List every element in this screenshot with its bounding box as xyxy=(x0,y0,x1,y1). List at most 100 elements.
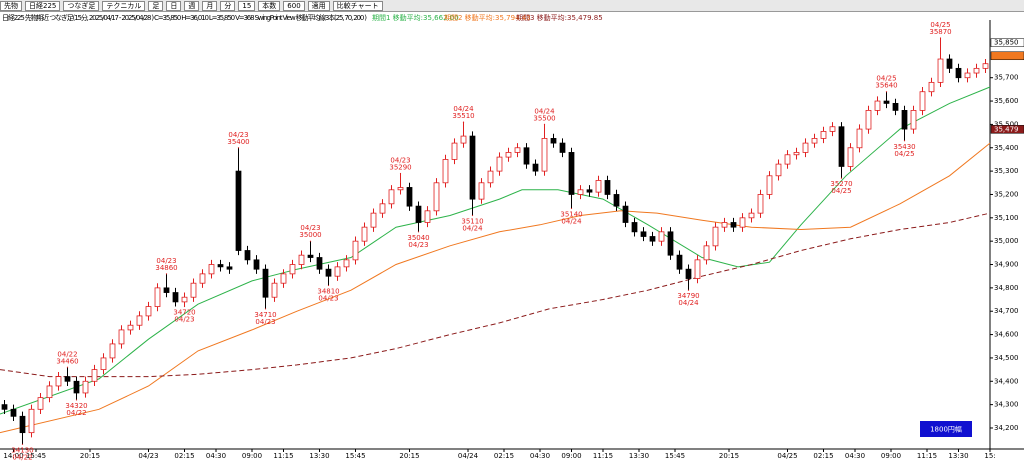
candle-body xyxy=(523,147,530,165)
toolbar-button[interactable]: 日経225 xyxy=(25,0,61,11)
candle-body xyxy=(568,152,575,195)
swing-price: 35500 xyxy=(533,114,555,122)
toolbar-button[interactable]: 週 xyxy=(184,0,200,11)
swing-point xyxy=(543,123,546,126)
toolbar-button[interactable]: テクニカル xyxy=(102,0,146,11)
candle-body xyxy=(82,380,89,394)
candle-body xyxy=(406,187,413,207)
y-tick-label: 34,900 xyxy=(994,261,1019,269)
y-tick-label: 34,200 xyxy=(994,424,1019,432)
candle-body xyxy=(100,357,107,371)
toolbar-button[interactable]: 分 xyxy=(220,0,236,11)
swing-point xyxy=(570,207,573,210)
x-tick-label: 15:45 xyxy=(665,452,685,460)
toolbar-button[interactable]: 比較チャート xyxy=(332,0,383,11)
candle-body xyxy=(199,273,206,284)
y-tick-label: 35,700 xyxy=(994,74,1019,82)
candle-body xyxy=(172,292,179,303)
y-tick-label: 34,700 xyxy=(994,307,1019,315)
swing-date: 04/24 xyxy=(534,107,555,115)
swing-date: 04/25 xyxy=(876,75,896,83)
candle-body xyxy=(811,138,818,144)
x-tick-label: 04:30 xyxy=(845,452,865,460)
candle-body xyxy=(424,210,431,223)
candle-body xyxy=(1,404,8,410)
x-tick-label: 09:00 xyxy=(561,452,581,460)
swing-date: 04/22 xyxy=(57,350,77,358)
toolbar-button[interactable]: 先物 xyxy=(0,0,22,11)
chart-title: 日経225 先物期近 つなぎ足(15分, 2025/04/17 - 2025/0… xyxy=(2,13,367,22)
candle-body xyxy=(352,240,359,261)
x-tick-label: 15:45 xyxy=(26,452,46,460)
candle-body xyxy=(505,152,512,158)
candle-body xyxy=(469,135,476,200)
swing-point xyxy=(840,177,843,179)
candle-body xyxy=(595,180,602,193)
candle-body xyxy=(433,182,440,212)
toolbar-button[interactable]: 日 xyxy=(166,0,182,11)
candle-body xyxy=(721,222,728,228)
candle-body xyxy=(640,231,647,237)
toolbar-button[interactable]: 足 xyxy=(148,0,164,11)
moving-average-line xyxy=(0,86,991,415)
x-tick-label: 13:30 xyxy=(309,452,329,460)
candle-body xyxy=(307,254,314,258)
candle-body xyxy=(145,306,152,317)
candle-body xyxy=(685,268,692,279)
toolbar-button[interactable]: つなぎ足 xyxy=(63,0,100,11)
candle-body xyxy=(28,408,35,434)
candle-body xyxy=(334,266,341,277)
swing-date: 04/25 xyxy=(831,187,851,195)
swing-point xyxy=(885,91,888,93)
candle-body xyxy=(262,268,269,298)
toolbar-button[interactable]: 適用 xyxy=(307,0,330,11)
candle-body xyxy=(676,254,683,270)
candle-body xyxy=(118,329,125,345)
x-tick-label: 09:00 xyxy=(242,452,262,460)
swing-date: 04/23 xyxy=(300,224,320,232)
candle-body xyxy=(136,315,143,326)
legend-entry: 期間3 移動平均:35,479.85 xyxy=(516,13,603,22)
moving-average-line xyxy=(0,142,991,434)
toolbar-button[interactable]: 本数 xyxy=(258,0,281,11)
price-marker-label: 35,479 xyxy=(994,125,1019,133)
candle-body xyxy=(460,135,467,144)
x-tick-label: 13:30 xyxy=(948,452,968,460)
candle-body xyxy=(541,138,548,172)
candle-body xyxy=(964,72,971,79)
swing-price: 35110 xyxy=(461,217,483,225)
candle-body xyxy=(973,67,980,74)
x-tick-label: 11:15 xyxy=(593,452,613,460)
x-tick-label: 11:15 xyxy=(917,452,937,460)
candle-body xyxy=(775,163,782,177)
swing-point xyxy=(165,273,168,275)
candle-body xyxy=(10,408,17,417)
candle-body xyxy=(901,110,908,130)
candle-body xyxy=(883,100,890,104)
toolbar-button[interactable]: 600 xyxy=(283,0,305,11)
swing-date: 04/24 xyxy=(561,217,582,225)
candle-body xyxy=(298,254,305,265)
candle-body xyxy=(586,189,593,193)
candle-body xyxy=(415,205,422,223)
candle-body xyxy=(784,154,791,165)
y-tick-label: 35,500 xyxy=(994,120,1019,128)
x-tick-label: 14:00 xyxy=(3,452,23,460)
candle-body xyxy=(397,187,404,191)
candle-body xyxy=(496,156,503,172)
x-tick-label: 02:15 xyxy=(813,452,833,460)
toolbar-button[interactable]: 15 xyxy=(238,0,256,11)
toolbar-button[interactable]: 月 xyxy=(202,0,218,11)
swing-price: 34860 xyxy=(155,264,177,272)
x-tick-label: 09:00 xyxy=(881,452,901,460)
x-tick-label: 11:15 xyxy=(273,452,293,460)
swing-point xyxy=(687,289,690,291)
candle-body xyxy=(838,126,845,167)
swing-point xyxy=(417,231,420,233)
swing-point xyxy=(327,284,330,287)
candle-body xyxy=(928,81,935,93)
candle-body xyxy=(388,189,395,205)
y-tick-label: 35,100 xyxy=(994,214,1019,222)
candle-body xyxy=(244,250,251,261)
candle-body xyxy=(874,100,881,111)
